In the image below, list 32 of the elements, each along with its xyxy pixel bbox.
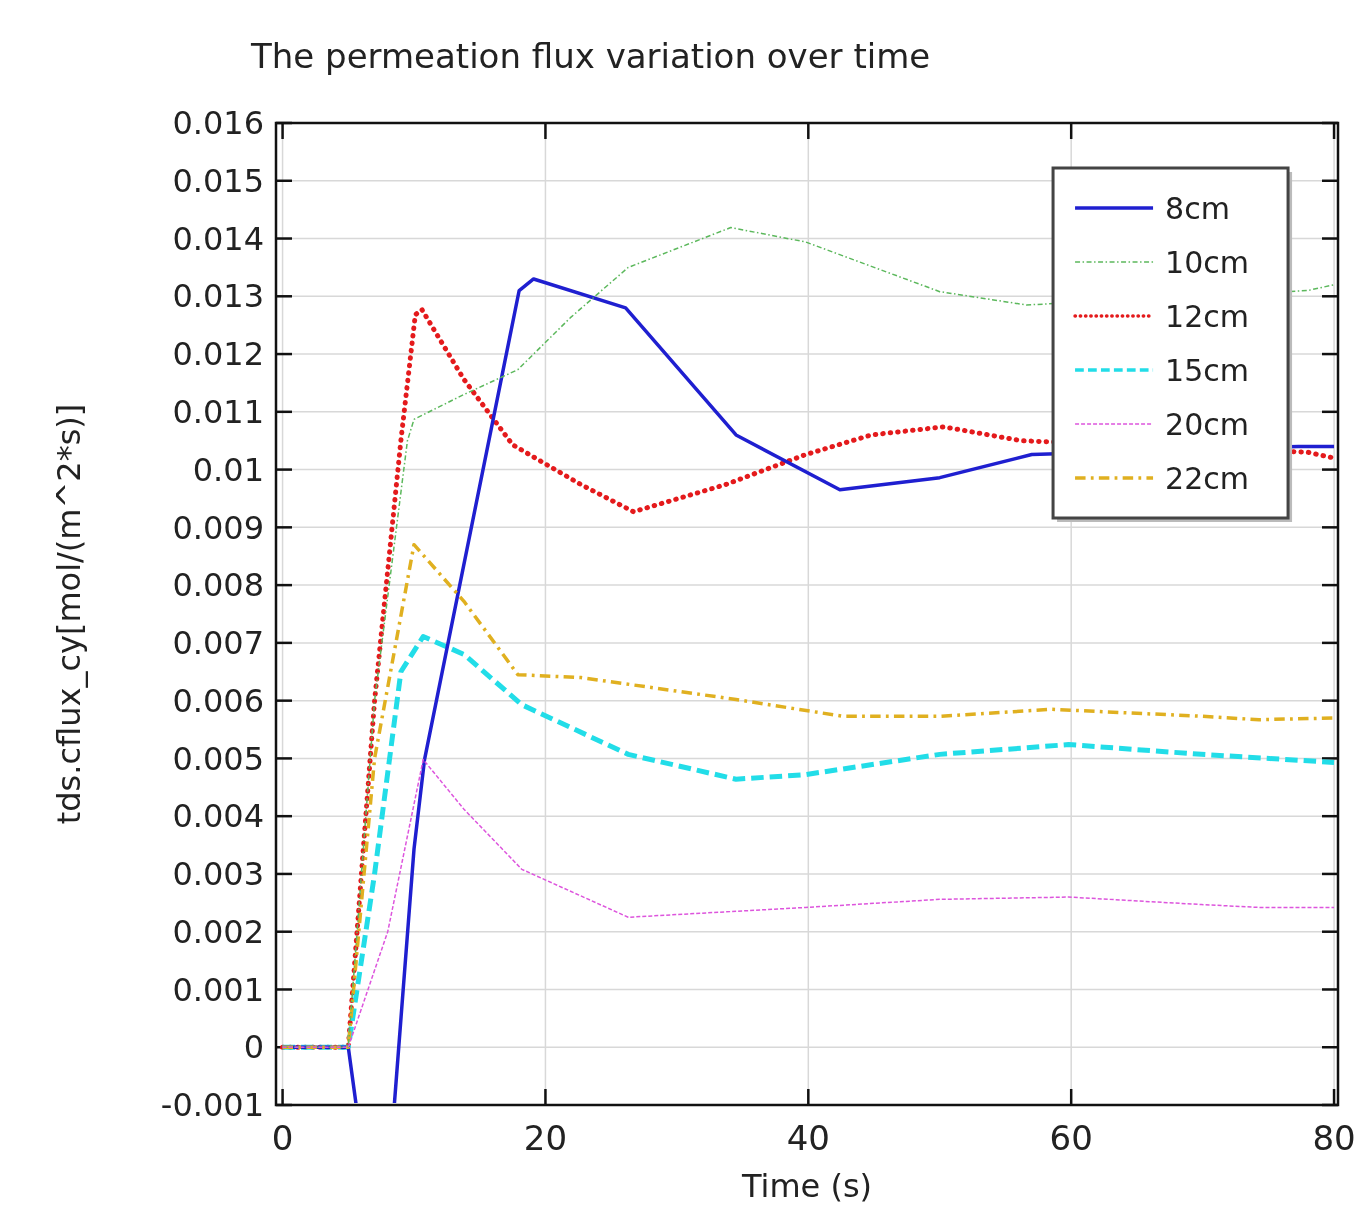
- legend-label: 10cm: [1165, 244, 1249, 280]
- y-tick-label: 0.011: [172, 393, 264, 432]
- x-axis-title: Time (s): [740, 1167, 873, 1205]
- y-tick-label: 0.002: [172, 912, 264, 951]
- x-tick-label: 60: [1049, 1118, 1093, 1158]
- y-tick-label: 0.005: [172, 739, 264, 778]
- legend-label: 8cm: [1165, 190, 1230, 226]
- y-tick-label: 0.004: [172, 797, 264, 836]
- x-tick-label: 80: [1312, 1118, 1356, 1158]
- legend-label: 22cm: [1165, 460, 1249, 496]
- x-tick-label: 0: [271, 1118, 294, 1158]
- y-tick-label: 0.008: [172, 566, 264, 605]
- y-tick-label: 0.015: [172, 161, 264, 200]
- legend-label: 15cm: [1165, 352, 1249, 388]
- y-tick-label: 0.016: [172, 104, 264, 143]
- y-tick-label: 0.01: [192, 450, 264, 489]
- y-tick-label: 0.006: [172, 681, 264, 720]
- y-tick-label: 0.009: [172, 508, 264, 547]
- y-tick-label: 0.012: [172, 335, 264, 374]
- x-tick-label: 20: [523, 1118, 568, 1158]
- y-tick-label: 0.001: [172, 970, 264, 1009]
- chart-title: The permeation flux variation over time: [250, 36, 931, 76]
- x-tick-label: 40: [786, 1118, 830, 1158]
- legend-label: 20cm: [1165, 406, 1249, 442]
- y-axis-title: tds.cflux_cy[mol/(m^2*s)]: [50, 403, 88, 825]
- y-tick-label: 0.003: [172, 855, 264, 894]
- legend-label: 12cm: [1165, 298, 1249, 334]
- y-tick-label: 0.013: [172, 277, 264, 316]
- y-tick-label: 0.007: [172, 624, 264, 663]
- y-tick-label: 0.014: [172, 219, 264, 258]
- y-tick-label: -0.001: [160, 1086, 264, 1125]
- y-tick-label: 0: [243, 1028, 264, 1067]
